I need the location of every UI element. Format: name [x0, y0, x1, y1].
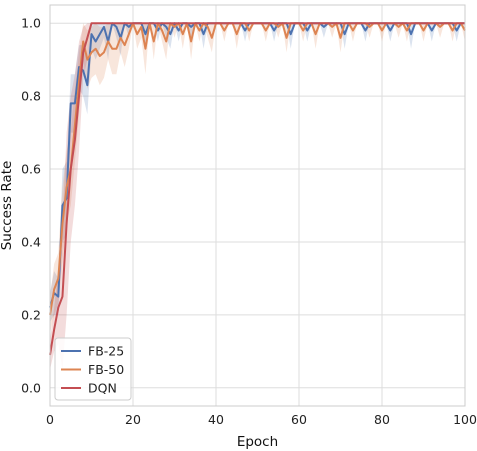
x-tick-label: 80	[374, 412, 390, 427]
x-tick-label: 60	[291, 412, 307, 427]
y-tick-label: 0.6	[21, 162, 41, 177]
y-tick-label: 1.0	[21, 16, 41, 31]
legend-label: FB-50	[88, 362, 124, 377]
band-dqn	[50, 23, 465, 370]
x-tick-label: 40	[208, 412, 224, 427]
confidence-bands	[50, 23, 465, 370]
plot-frame	[49, 4, 466, 407]
y-tick-labels: 0.0 0.2 0.4 0.6 0.8 1.0	[21, 16, 41, 396]
legend-label: DQN	[88, 381, 117, 396]
x-tick-labels: 0 20 40 60 80 100	[46, 412, 477, 427]
x-tick-label: 100	[453, 412, 477, 427]
x-tick-label: 0	[46, 412, 54, 427]
legend-label: FB-25	[88, 344, 124, 359]
band-fb-50	[50, 23, 465, 334]
legend-box	[54, 337, 132, 401]
x-tick-label: 20	[125, 412, 141, 427]
series-lines	[49, 22, 466, 356]
y-tick-label: 0.4	[21, 234, 41, 249]
y-tick-label: 0.2	[21, 307, 41, 322]
y-tick-label: 0.0	[21, 380, 41, 395]
y-tick-label: 0.8	[21, 89, 41, 104]
y-axis-title: Success Rate	[0, 161, 15, 251]
line-dqn	[49, 22, 465, 356]
legend: FB-25 FB-50 DQN	[54, 337, 132, 401]
x-axis-title: Epoch	[237, 434, 278, 450]
